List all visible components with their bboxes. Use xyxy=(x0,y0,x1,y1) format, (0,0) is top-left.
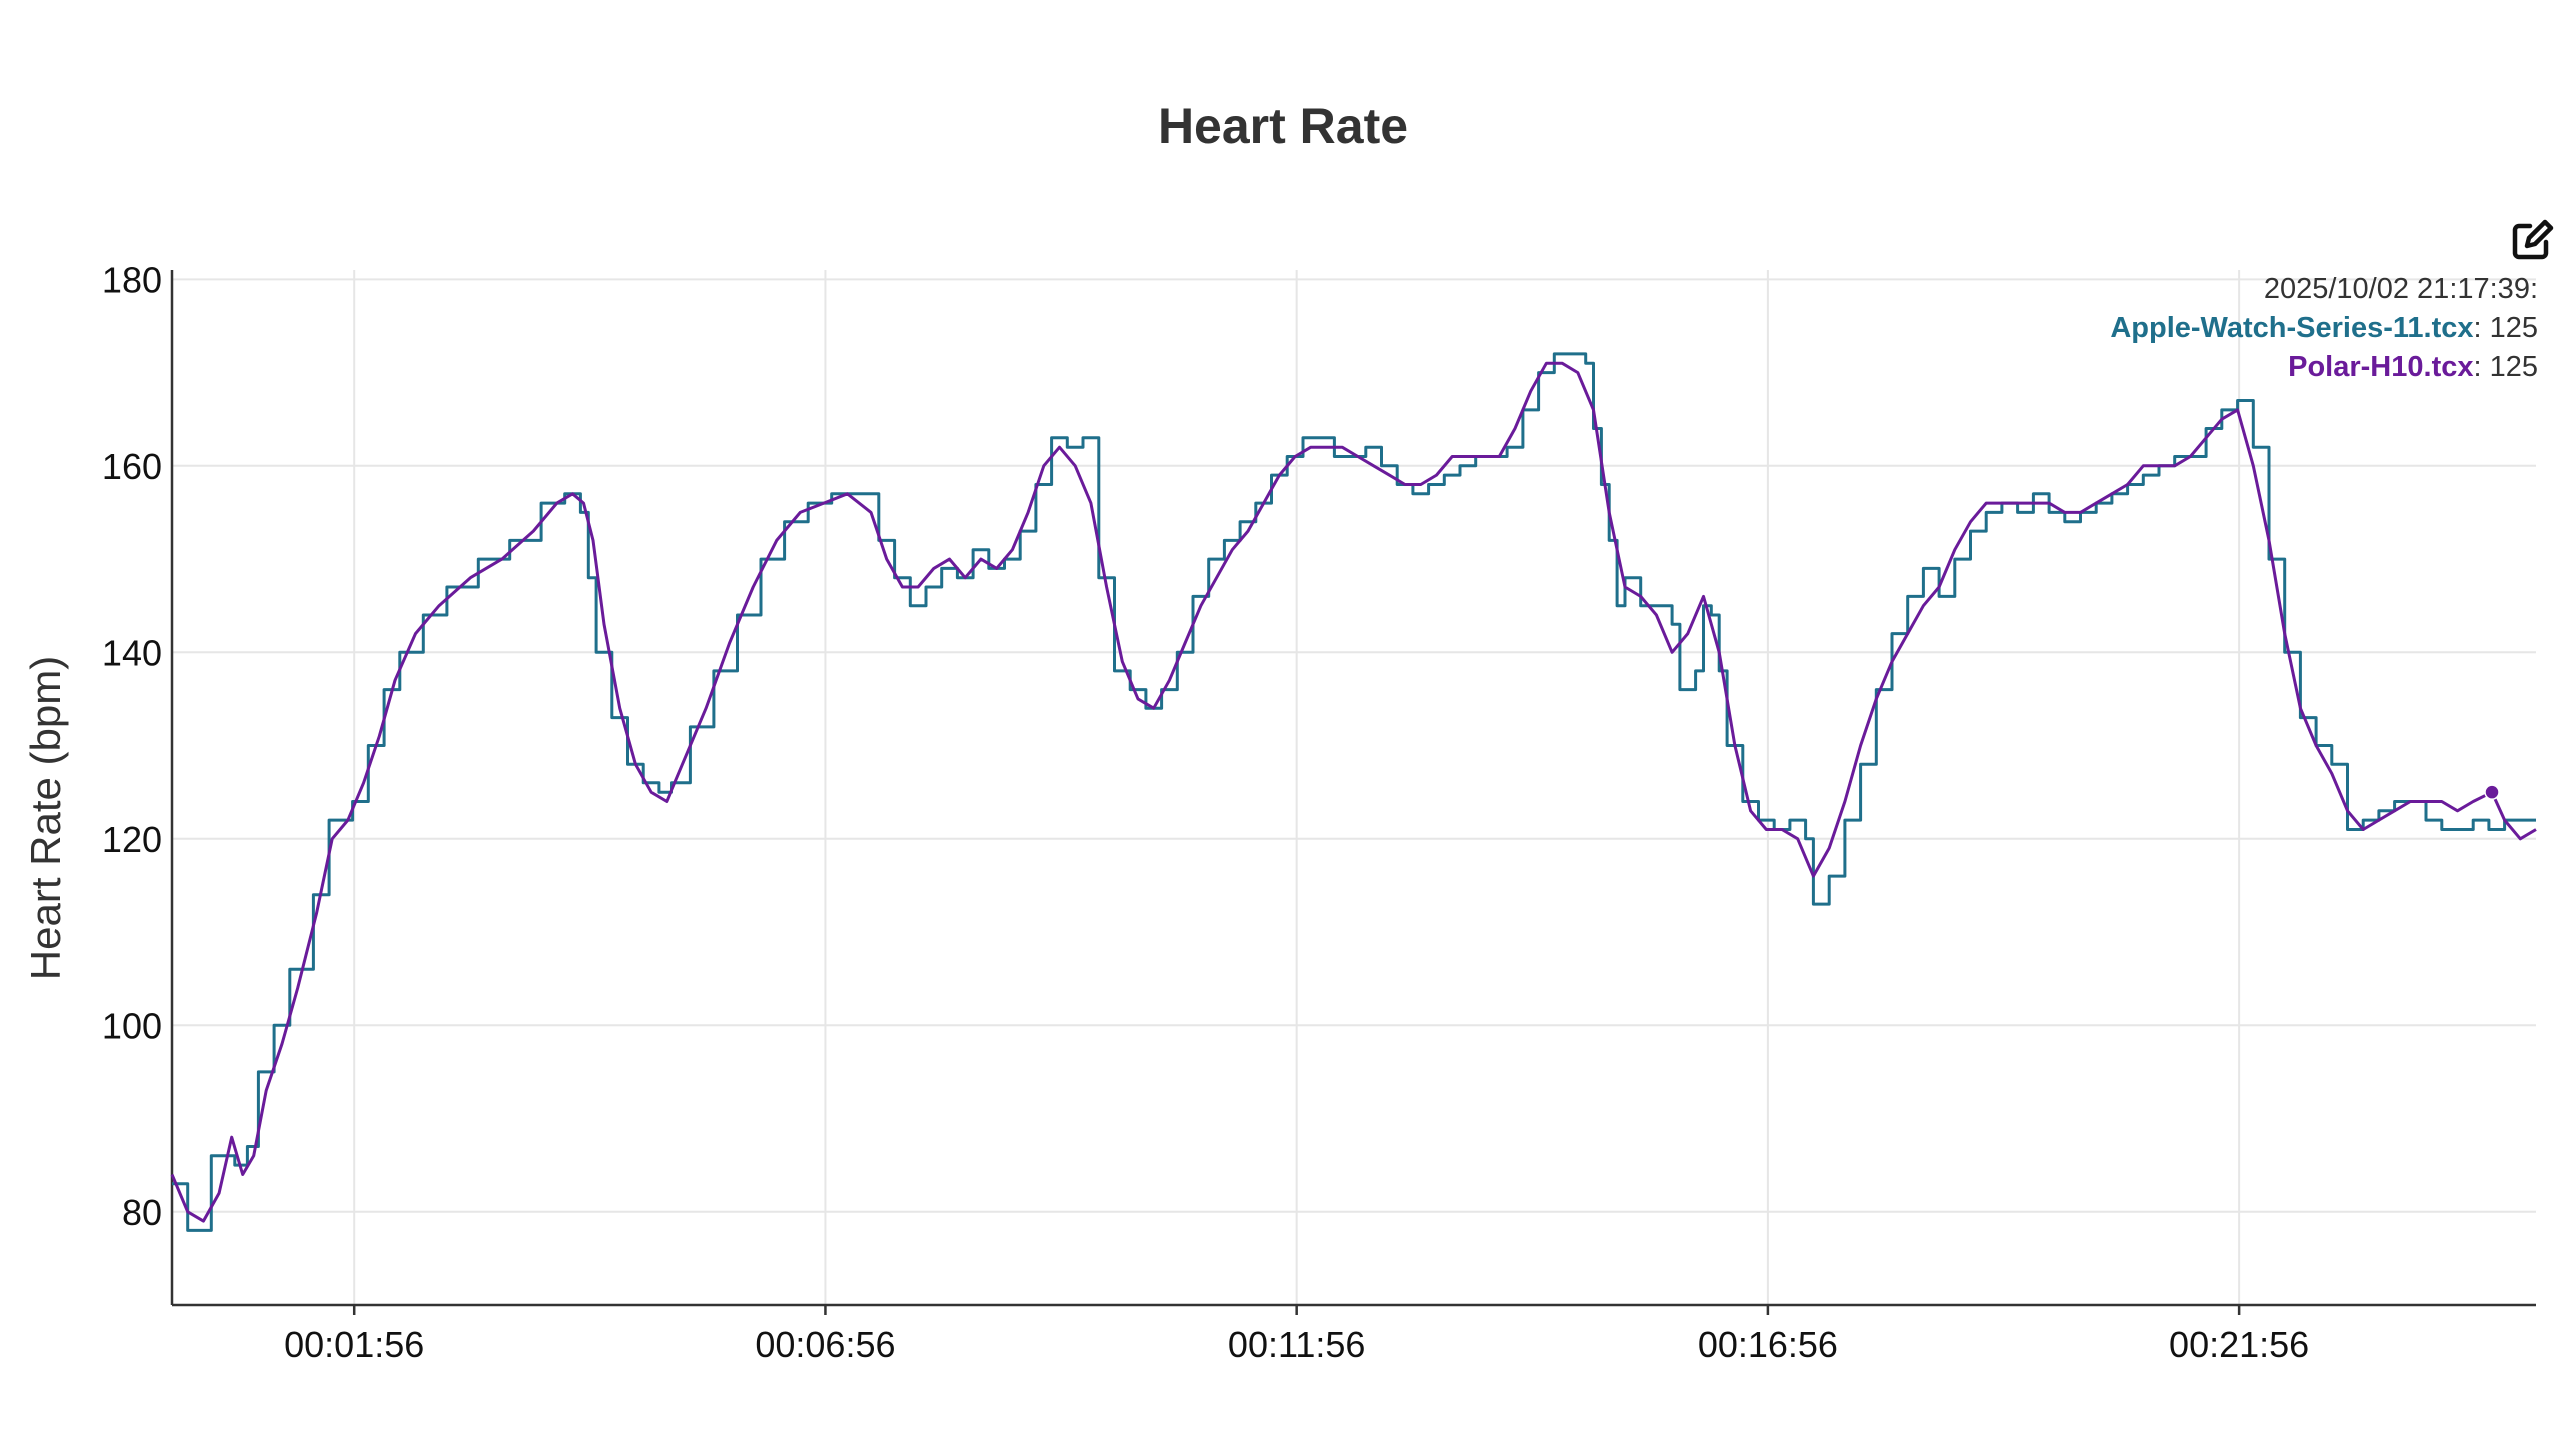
series-line-polar-h10 xyxy=(170,361,2537,1223)
axes xyxy=(170,270,2536,1315)
tooltip-series-value: 125 xyxy=(2490,351,2538,383)
edit-icon[interactable] xyxy=(2510,218,2554,262)
y-axis-label: Heart Rate (bpm) xyxy=(22,656,69,980)
y-tick-labels: 80 100 120 140 160 180 xyxy=(102,259,162,1232)
y-tick-label: 120 xyxy=(102,819,162,860)
tooltip-timestamp: 2025/10/02 21:17:39: xyxy=(2264,273,2538,305)
tooltip-series-name: Apple-Watch-Series-11.tcx xyxy=(2110,312,2473,344)
y-tick-label: 160 xyxy=(102,446,162,487)
tooltip-series-value: 125 xyxy=(2490,312,2538,344)
hover-tooltip: 2025/10/02 21:17:39: Apple-Watch-Series-… xyxy=(2110,273,2538,383)
x-tick-label: 00:21:56 xyxy=(2169,1324,2309,1365)
tooltip-separator: : xyxy=(2473,351,2489,383)
y-tick-label: 140 xyxy=(102,632,162,673)
x-tick-labels: 00:01:56 00:06:56 00:11:56 00:16:56 00:21:56 xyxy=(284,1324,2309,1365)
y-tick-label: 100 xyxy=(102,1005,162,1046)
hover-point xyxy=(2484,784,2500,800)
x-tick-label: 00:16:56 xyxy=(1698,1324,1838,1365)
hover-markers xyxy=(2484,784,2500,800)
grid xyxy=(172,270,2536,1305)
y-tick-label: 80 xyxy=(122,1192,162,1233)
y-tick-label: 180 xyxy=(102,259,162,300)
series xyxy=(170,352,2537,1232)
x-tick-label: 00:11:56 xyxy=(1228,1324,1365,1365)
x-tick-label: 00:01:56 xyxy=(284,1324,424,1365)
chart-title: Heart Rate xyxy=(1158,98,1408,154)
series-line-apple-watch xyxy=(172,352,2536,1232)
tooltip-separator: : xyxy=(2473,312,2489,344)
x-tick-label: 00:06:56 xyxy=(755,1324,895,1365)
tooltip-entry-apple-watch: Apple-Watch-Series-11.tcx: 125 xyxy=(2110,312,2538,344)
tooltip-series-name: Polar-H10.tcx xyxy=(2288,351,2473,383)
tooltip-entry-polar-h10: Polar-H10.tcx: 125 xyxy=(2288,351,2538,383)
